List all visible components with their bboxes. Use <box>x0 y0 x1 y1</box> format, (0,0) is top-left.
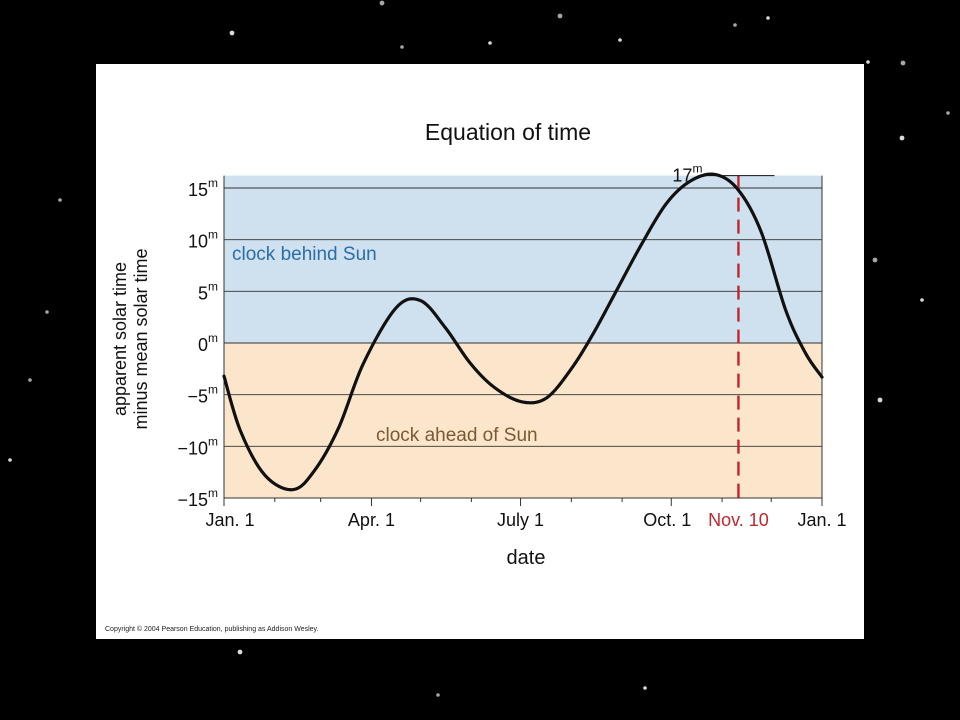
x-tick-label: July 1 <box>497 510 544 530</box>
clock-ahead-label: clock ahead of Sun <box>376 425 538 446</box>
x-axis-label: date <box>507 547 546 569</box>
y-axis-label-line: minus mean solar time <box>131 248 151 429</box>
x-tick-label: Jan. 1 <box>797 510 846 530</box>
star <box>557 13 563 19</box>
star <box>488 41 492 45</box>
star <box>872 257 878 263</box>
y-tick-label: 5m <box>198 279 218 303</box>
x-tick-label: Oct. 1 <box>643 510 691 530</box>
star <box>643 686 647 690</box>
y-tick-label: −15m <box>177 486 218 510</box>
star <box>8 458 12 462</box>
y-tick-label: 10m <box>188 228 218 252</box>
star <box>618 38 622 42</box>
star <box>436 693 440 697</box>
star <box>237 649 243 655</box>
copyright-notice: Copyright © 2004 Pearson Education, publ… <box>105 626 319 633</box>
star <box>866 60 870 64</box>
star <box>946 111 950 115</box>
star <box>900 60 906 66</box>
star <box>58 198 62 202</box>
star <box>920 298 924 302</box>
y-axis-label-line: apparent solar time <box>110 262 130 416</box>
peak-annotation-label: 17m <box>672 162 702 186</box>
y-tick-label: 15m <box>188 176 218 200</box>
x-tick-label: Apr. 1 <box>348 510 395 530</box>
clock-behind-label: clock behind Sun <box>232 244 377 265</box>
y-tick-label: 0m <box>198 331 218 355</box>
x-tick-label: Jan. 1 <box>205 510 254 530</box>
star <box>899 135 905 141</box>
star <box>379 0 385 6</box>
star <box>28 378 32 382</box>
clock-ahead-region <box>224 343 822 498</box>
star <box>45 310 49 314</box>
nov-10-label: Nov. 10 <box>708 510 769 530</box>
star <box>229 30 235 36</box>
y-tick-label: −5m <box>187 383 218 407</box>
star <box>766 16 770 20</box>
clock-behind-region <box>224 175 822 343</box>
chart-title: Equation of time <box>425 119 591 145</box>
star <box>877 397 883 403</box>
star <box>733 23 737 27</box>
star <box>400 45 404 49</box>
y-tick-label: −10m <box>177 434 218 458</box>
equation-of-time-curve <box>222 172 824 492</box>
